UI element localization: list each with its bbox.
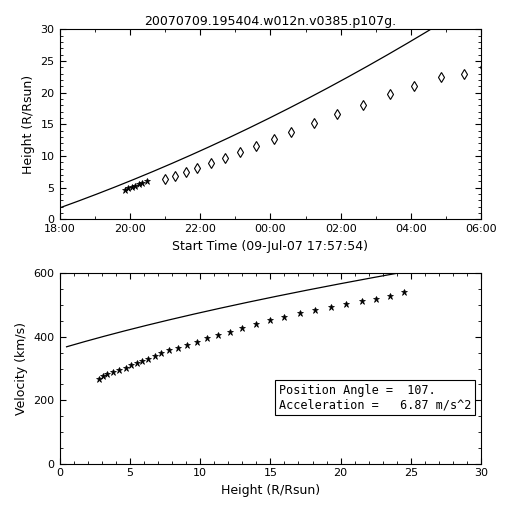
Y-axis label: Height (R/Rsun): Height (R/Rsun) (22, 75, 35, 174)
Title: 20070709.195404.w012n.v0385.p107g.: 20070709.195404.w012n.v0385.p107g. (144, 15, 396, 28)
Y-axis label: Velocity (km/s): Velocity (km/s) (15, 322, 28, 415)
Text: Position Angle =  107.
Acceleration =   6.87 m/s^2: Position Angle = 107. Acceleration = 6.8… (279, 383, 471, 412)
X-axis label: Height (R/Rsun): Height (R/Rsun) (221, 484, 320, 497)
X-axis label: Start Time (09-Jul-07 17:57:54): Start Time (09-Jul-07 17:57:54) (173, 240, 368, 253)
